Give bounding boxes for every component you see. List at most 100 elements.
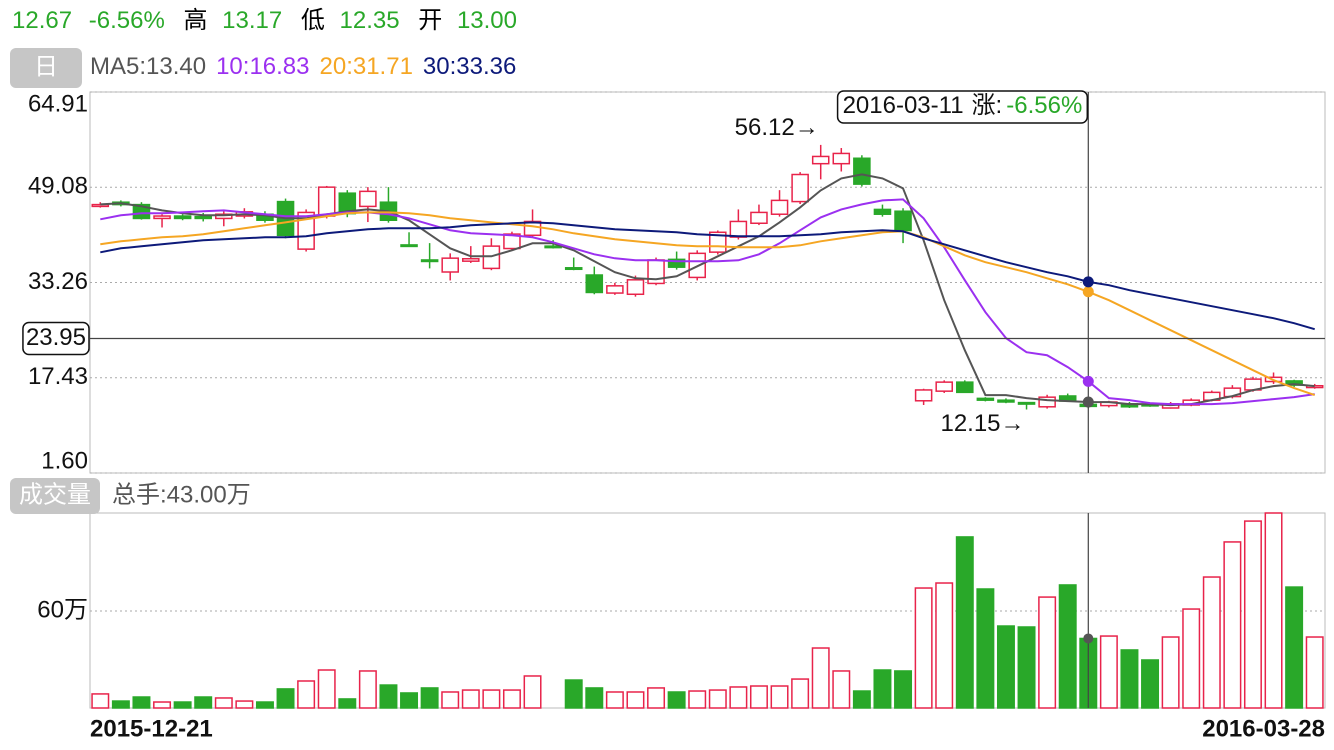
- volume-bar: [1202, 576, 1221, 709]
- candle-body: [935, 381, 953, 392]
- volume-bar: [441, 691, 460, 709]
- volume-title[interactable]: 成交量: [19, 481, 91, 508]
- volume-bar: [482, 689, 501, 709]
- candle-body: [770, 199, 789, 215]
- volume-bar: [1305, 636, 1324, 709]
- candle-body: [626, 279, 645, 296]
- volume-bar: [358, 670, 377, 709]
- volume-bar: [1264, 512, 1283, 709]
- volume-bar: [729, 686, 748, 709]
- volume-bar: [1099, 635, 1118, 709]
- candle-body: [832, 152, 851, 165]
- candle-body: [750, 211, 768, 225]
- volume-bar: [255, 701, 274, 709]
- volume-button[interactable]: [10, 478, 100, 514]
- candle-body: [894, 210, 912, 232]
- high: 13.17: [222, 7, 282, 34]
- volume-bar: [605, 691, 624, 709]
- candle-body: [1038, 396, 1056, 408]
- volume-bar: [400, 692, 419, 709]
- candle-body: [956, 381, 974, 394]
- candle-body: [462, 258, 480, 262]
- crosshair-value: 23.95: [26, 324, 86, 351]
- volume-bar: [194, 696, 213, 709]
- y-tick-label: 17.43: [28, 363, 88, 390]
- candle-body: [297, 211, 315, 250]
- volume-bar: [647, 687, 666, 709]
- volume-bar: [585, 687, 604, 709]
- candle-body: [194, 215, 212, 220]
- low-label: 低: [301, 7, 325, 34]
- volume-bar: [297, 680, 316, 709]
- tooltip-box: [836, 90, 1089, 124]
- candle-body: [544, 245, 562, 249]
- volume-bar: [111, 700, 130, 709]
- candle-body: [791, 173, 809, 203]
- volume-bar: [564, 679, 583, 709]
- candle-body: [400, 244, 418, 248]
- tooltip-date: 2016-03-11: [843, 92, 964, 119]
- candle-body: [441, 257, 459, 273]
- volume-bar: [708, 689, 727, 709]
- ma-line: [100, 221, 1315, 331]
- candle-body: [173, 215, 192, 220]
- x-tick-label: 2015-12-21: [90, 715, 213, 742]
- volume-bar: [1161, 636, 1180, 709]
- candle-body: [503, 233, 521, 250]
- candle-body: [1285, 380, 1303, 386]
- tooltip: 2016-03-11 涨: -6.56%: [843, 92, 1083, 119]
- candle-body: [153, 215, 171, 220]
- high-label: 高: [183, 7, 207, 34]
- volume-bar: [976, 588, 995, 709]
- volume-bar: [132, 696, 151, 709]
- volume-bar: [276, 688, 295, 709]
- crosshair-dot: [1082, 276, 1094, 288]
- volume-bar: [667, 691, 686, 709]
- candle-body: [729, 220, 748, 238]
- volume-bar: [1058, 584, 1077, 709]
- volume-bar: [338, 698, 357, 709]
- min-annotation: 12.15→: [940, 410, 1024, 437]
- volume-bar: [153, 701, 172, 709]
- volume-bar: [461, 689, 480, 709]
- crosshair-dot: [1082, 396, 1094, 408]
- volume-bar: [1243, 520, 1262, 709]
- volume-bar: [1141, 659, 1160, 709]
- volume-bar: [1182, 608, 1201, 709]
- ma-line: [100, 198, 1315, 406]
- volume-bar: [502, 689, 521, 709]
- change: -6.56%: [89, 7, 165, 34]
- crosshair-dot: [1082, 286, 1094, 298]
- period-label[interactable]: 日: [34, 53, 58, 80]
- legend-entry: MA5:13.40: [90, 53, 206, 80]
- y-tick-label: 1.60: [41, 447, 88, 474]
- candle-body: [359, 190, 377, 208]
- volume-bar: [173, 701, 192, 709]
- volume-bar: [420, 687, 439, 709]
- crosshair-value-box: [22, 321, 90, 356]
- volume-bar: [996, 625, 1015, 709]
- crosshair-dot: [1083, 633, 1094, 644]
- legend-entry: 20:31.71: [320, 53, 413, 80]
- volume-bar: [852, 690, 871, 709]
- volume-bar: [214, 697, 233, 709]
- volume-bar: [1285, 586, 1304, 709]
- volume-bar: [688, 690, 707, 709]
- candle-body: [585, 274, 604, 294]
- tooltip-change: -6.56%: [1006, 92, 1082, 119]
- open-label: 开: [418, 7, 442, 34]
- volume-bar: [955, 536, 974, 709]
- ma-line: [100, 211, 1316, 397]
- period-button[interactable]: [10, 48, 82, 88]
- open: 13.00: [457, 7, 517, 34]
- candle-body: [1017, 401, 1036, 405]
- candle-body: [976, 397, 995, 401]
- crosshair-dot: [1082, 375, 1094, 387]
- legend-entry: 10:16.83: [216, 53, 309, 80]
- volume-bar: [379, 684, 398, 709]
- volume-bar: [770, 685, 789, 709]
- volume-bar: [626, 691, 645, 709]
- candle-body: [667, 258, 686, 268]
- volume-bar: [1017, 626, 1036, 709]
